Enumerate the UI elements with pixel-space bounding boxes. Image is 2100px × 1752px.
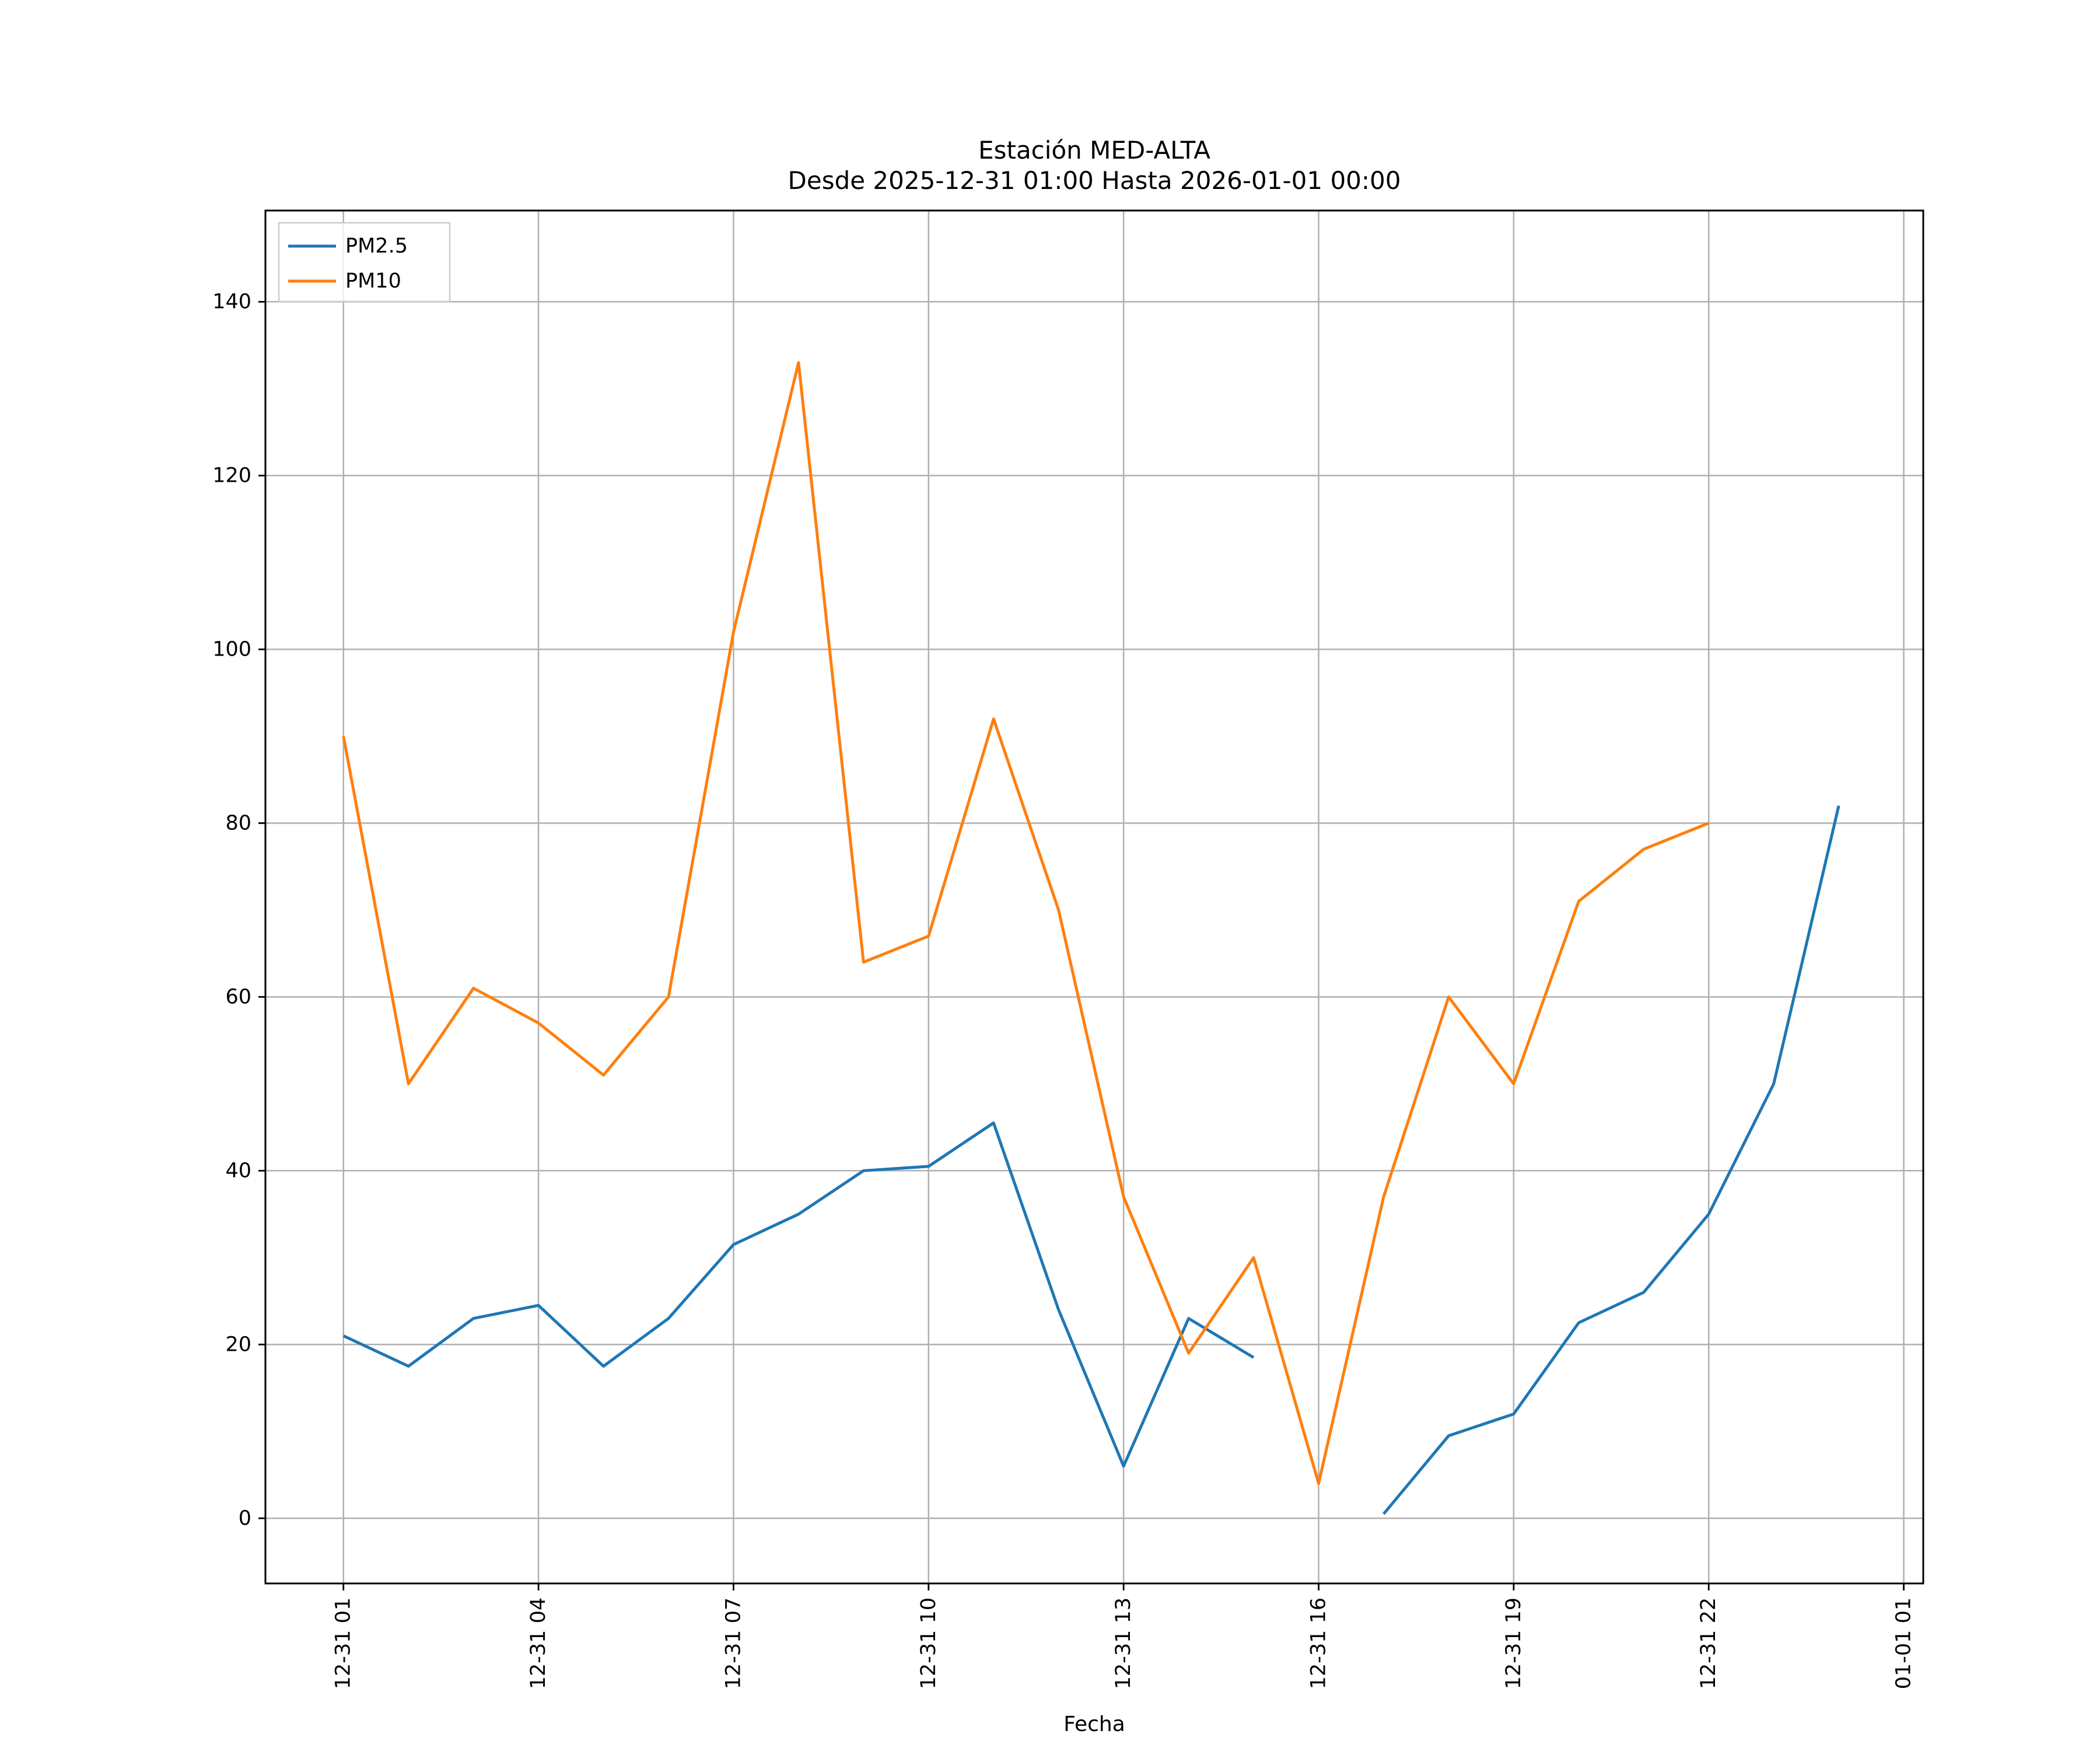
y-tick-label: 140 xyxy=(212,290,251,313)
x-tick-label: 12-31 07 xyxy=(722,1597,745,1689)
grid-lines xyxy=(265,211,1923,1583)
y-tick-label: 60 xyxy=(225,985,251,1008)
legend-label-pm10: PM10 xyxy=(345,269,401,293)
y-tick-labels: 0 20 40 60 80 100 120 140 xyxy=(212,290,251,1530)
y-tick-label: 100 xyxy=(212,637,251,661)
x-axis-label: Fecha xyxy=(1063,1712,1125,1736)
x-tick-label: 12-31 01 xyxy=(332,1597,355,1689)
axes-border xyxy=(264,209,1924,1585)
y-tick-label: 80 xyxy=(225,811,251,835)
legend-label-pm25: PM2.5 xyxy=(345,234,408,258)
x-tick-label: 01-01 01 xyxy=(1892,1597,1916,1689)
x-tick-label: 12-31 13 xyxy=(1112,1597,1135,1689)
y-tick-label: 20 xyxy=(225,1333,251,1356)
x-tick-label: 12-31 16 xyxy=(1307,1597,1331,1689)
chart-title: Estación MED-ALTA xyxy=(978,136,1210,164)
x-tick-labels: 12-31 01 12-31 04 12-31 07 12-31 10 12-31 13… xyxy=(332,1597,1916,1689)
x-tick-label: 12-31 04 xyxy=(527,1597,550,1689)
legend-box xyxy=(278,222,451,303)
y-tick-label: 0 xyxy=(239,1506,251,1530)
chart-subtitle: Desde 2025-12-31 01:00 Hasta 2026-01-01 … xyxy=(788,166,1401,195)
legend: PM2.5 PM10 xyxy=(278,222,451,303)
pm10-line xyxy=(342,361,1710,1485)
y-tick-label: 120 xyxy=(212,464,251,487)
pm25-line xyxy=(1382,805,1840,1515)
x-tick-label: 12-31 19 xyxy=(1502,1597,1525,1689)
y-tick-label: 40 xyxy=(225,1159,251,1182)
series-lines xyxy=(342,361,1840,1515)
axis-ticks xyxy=(258,301,1905,1590)
x-tick-label: 12-31 22 xyxy=(1697,1597,1720,1689)
x-tick-label: 12-31 10 xyxy=(917,1597,940,1689)
pm25-line xyxy=(342,1121,1255,1468)
